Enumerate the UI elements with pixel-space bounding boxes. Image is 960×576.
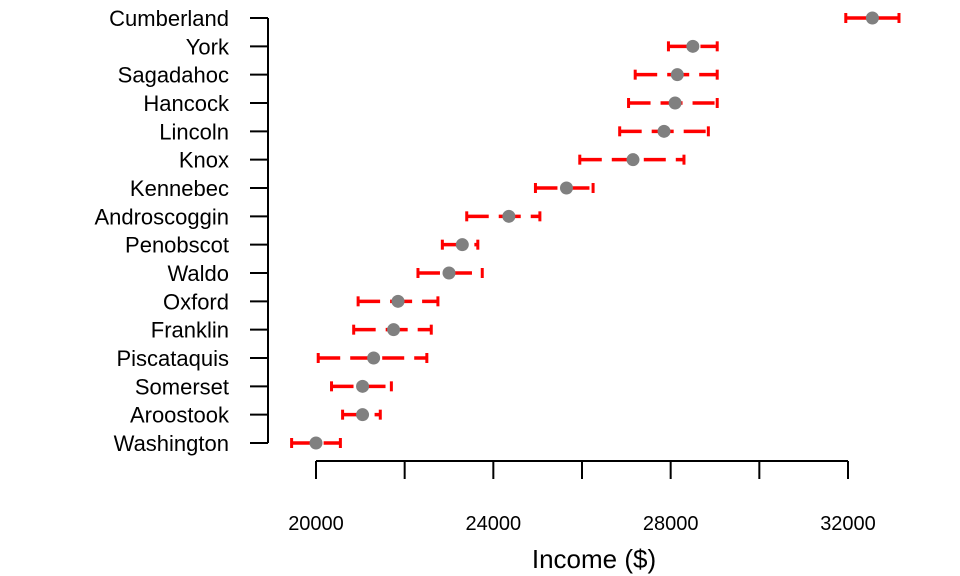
x-axis-title: Income ($) [532,544,656,574]
category-label: Knox [179,148,229,173]
category-label: Kennebec [130,176,229,201]
category-label: Penobscot [125,233,229,258]
category-label: Waldo [167,261,229,286]
data-point [670,68,684,82]
data-point [356,408,370,422]
category-label: Franklin [151,318,229,343]
x-tick-label: 20000 [288,513,344,535]
category-label: Sagadahoc [118,63,229,88]
data-point [387,323,401,337]
category-label: Piscataquis [116,346,229,371]
data-point [559,181,573,195]
category-labels: Cumberland York Sagadahoc Hancock Lincoln Kno… [94,6,230,456]
interval-group [290,13,901,448]
x-tick-label: 28000 [643,513,699,535]
data-point [502,209,516,223]
category-label: Oxford [163,289,229,314]
x-axis [315,460,849,479]
y-axis [250,17,269,444]
category-label: Washington [114,431,229,456]
data-point [865,11,879,25]
data-point [309,436,323,450]
data-point [442,266,456,280]
category-label: Hancock [143,91,230,116]
category-label: Aroostook [130,403,230,428]
data-point [668,96,682,110]
category-label: Somerset [135,374,229,399]
category-label: Lincoln [159,119,229,144]
point-group [309,11,879,450]
data-point [391,294,405,308]
category-label: Androscoggin [94,204,229,229]
x-tick-labels: 20000 24000 28000 32000 [288,513,876,535]
category-label: York [186,34,230,59]
data-point [356,379,370,393]
x-tick-label: 24000 [466,513,522,535]
data-point [455,238,469,252]
data-point [367,351,381,365]
x-tick-label: 32000 [820,513,876,535]
data-point [626,153,640,167]
data-point [657,124,671,138]
category-label: Cumberland [109,6,229,31]
data-point [686,39,700,53]
